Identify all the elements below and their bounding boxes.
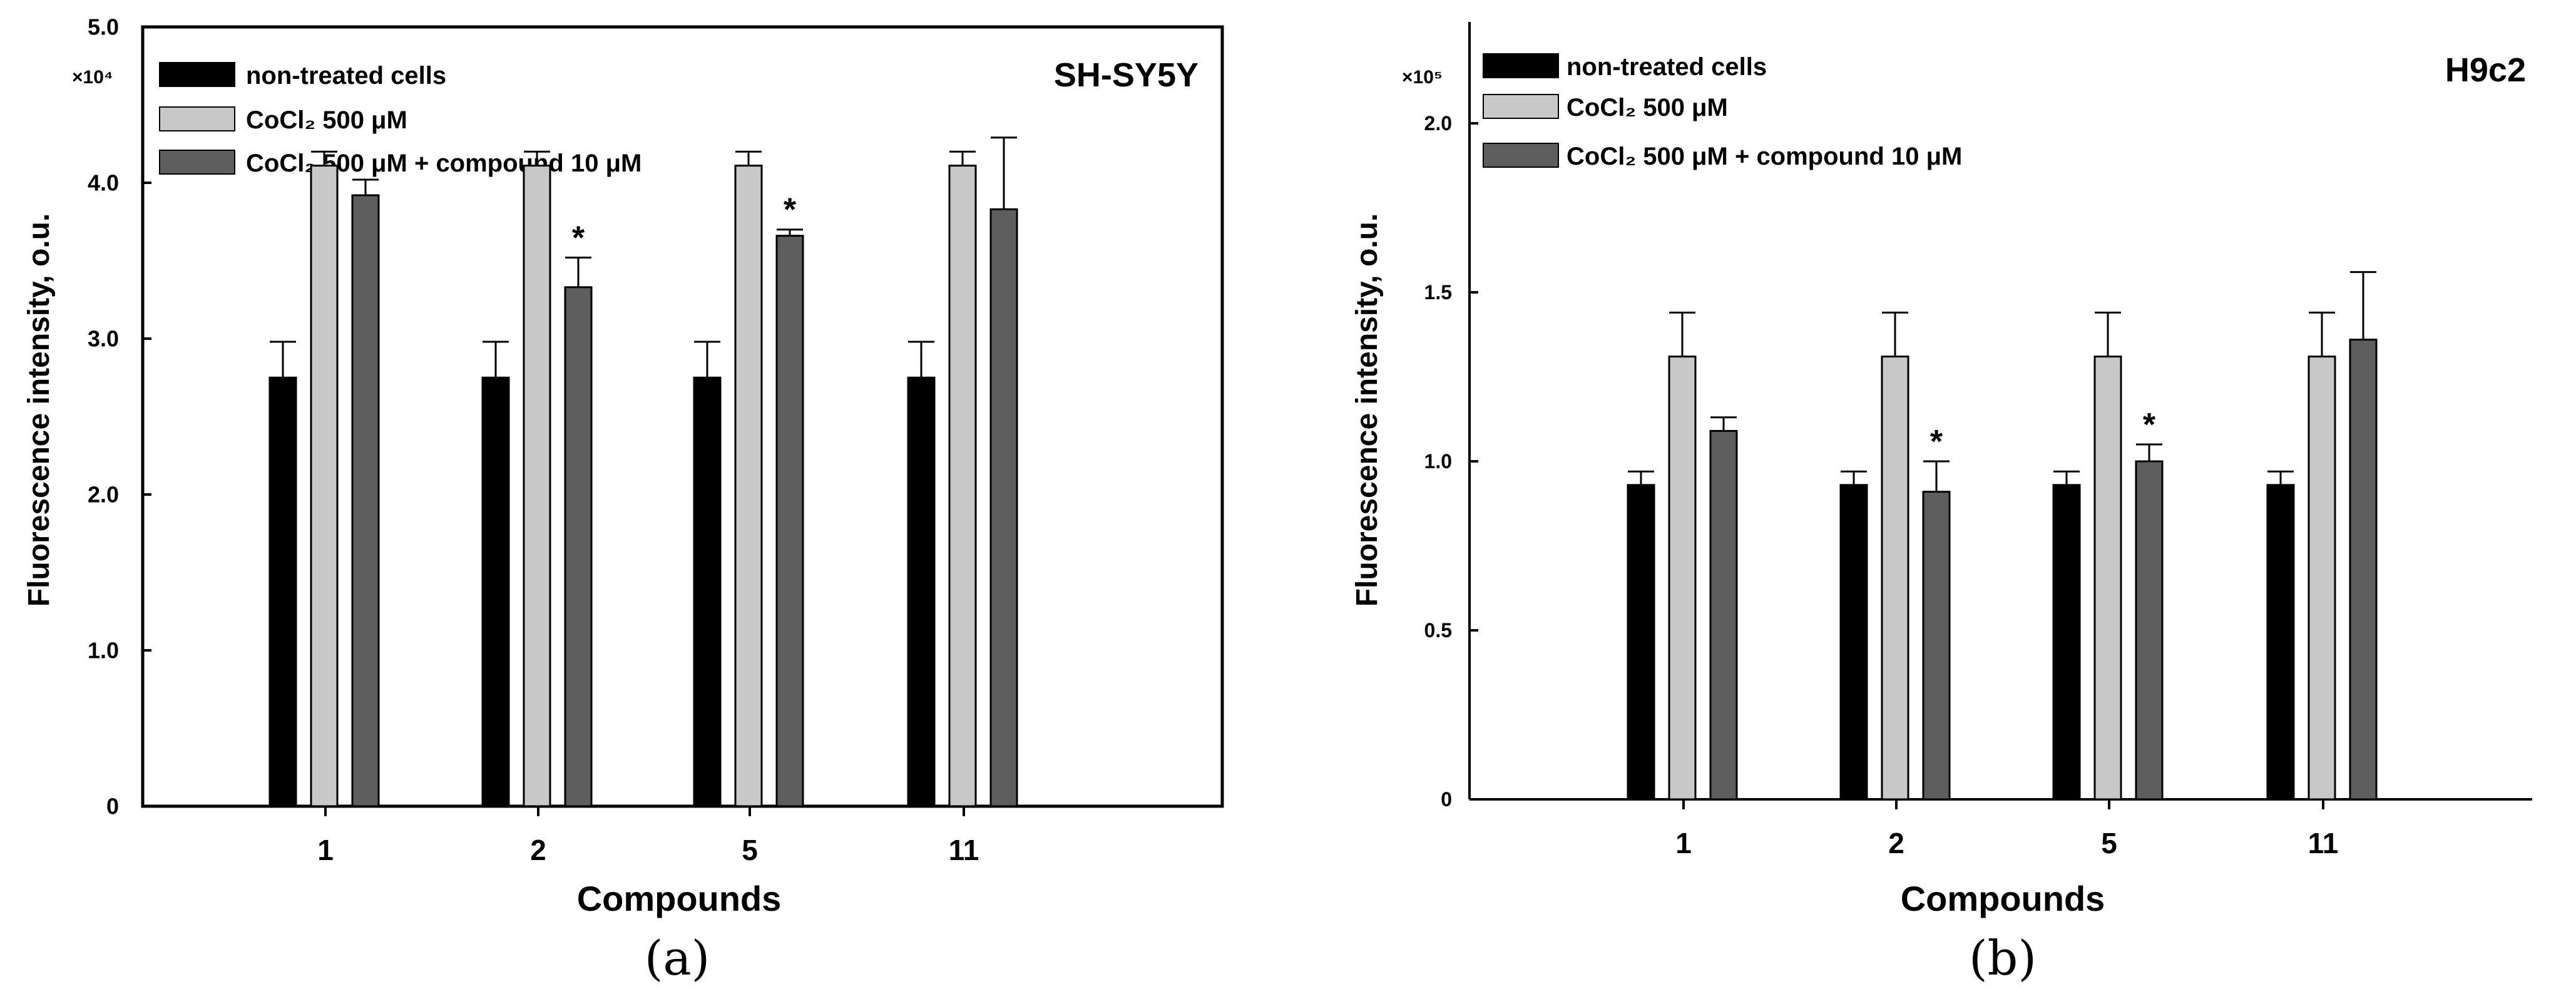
legend-item-cocl2: CoCl₂ 500 μM xyxy=(1483,94,1728,121)
legend: non-treated cells CoCl₂ 500 μM CoCl₂ 500… xyxy=(1483,53,1962,170)
plot-frame xyxy=(141,25,1224,808)
bar-untreated-11 xyxy=(907,376,936,807)
legend-item-compound: CoCl₂ 500 μM + compound 10 μM xyxy=(159,150,641,177)
legend: non-treated cells CoCl₂ 500 μM CoCl₂ 500… xyxy=(159,62,641,177)
x-axis-label: Compounds xyxy=(1901,879,2105,918)
x-tick-label: 1 xyxy=(1675,827,1692,859)
legend-label-compound: CoCl₂ 500 μM + compound 10 μM xyxy=(246,150,641,177)
legend-swatch-compound xyxy=(159,150,235,175)
bar-untreated-5 xyxy=(2052,484,2081,801)
y-axis-ticks: 0 1.0 2.0 3.0 4.0 5.0 xyxy=(88,14,151,819)
panel-a-chart: ×10⁴ SH-SY5Y Fluorescence intensity, o.u… xyxy=(23,14,1224,986)
significance-marker: * xyxy=(572,220,585,257)
legend-label-untreated: non-treated cells xyxy=(1567,53,1767,81)
legend-swatch-compound xyxy=(1483,143,1559,168)
y-multiplier: ×10⁵ xyxy=(1402,67,1443,88)
bar-compound-5 xyxy=(775,235,804,807)
bar-cocl2-1 xyxy=(1668,356,1697,801)
bar-cocl2-5 xyxy=(2093,356,2122,801)
y-tick-label: 0 xyxy=(1441,788,1452,811)
bar-compound-11 xyxy=(989,208,1018,807)
y-tick-label: 1.0 xyxy=(88,638,119,664)
x-tick-label: 5 xyxy=(742,834,758,866)
y-tick-label: 3.0 xyxy=(88,326,119,352)
y-tick-label: 1.5 xyxy=(1424,281,1452,304)
bar-marks: ** xyxy=(1627,271,2378,801)
significance-marker: * xyxy=(2143,407,2156,443)
bar-compound-11 xyxy=(2349,339,2378,801)
bar-marks: ** xyxy=(268,136,1018,807)
x-axis-label: Compounds xyxy=(577,879,782,918)
x-axis-ticks: 1 2 5 11 xyxy=(1675,799,2338,859)
bar-untreated-11 xyxy=(2266,484,2295,801)
significance-marker: * xyxy=(1930,424,1943,460)
chart-title: SH-SY5Y xyxy=(1054,56,1199,94)
legend-label-cocl2: CoCl₂ 500 μM xyxy=(1567,94,1728,121)
y-tick-label: 4.0 xyxy=(88,170,119,196)
y-tick-label: 1.0 xyxy=(1424,450,1452,473)
y-axis-label: Fluorescence intensity, o.u. xyxy=(1351,213,1384,607)
legend-label-compound: CoCl₂ 500 μM + compound 10 μM xyxy=(1567,143,1962,170)
bar-compound-2 xyxy=(1922,491,1951,801)
legend-label-cocl2: CoCl₂ 500 μM xyxy=(246,106,407,134)
legend-item-compound: CoCl₂ 500 μM + compound 10 μM xyxy=(1483,143,1962,170)
bar-cocl2-2 xyxy=(1881,356,1909,801)
panel-label: (a) xyxy=(645,930,710,986)
legend-label-untreated: non-treated cells xyxy=(246,62,446,90)
legend-swatch-cocl2 xyxy=(1483,94,1559,119)
legend-swatch-cocl2 xyxy=(159,106,235,131)
bar-compound-2 xyxy=(564,286,593,807)
bar-cocl2-5 xyxy=(734,165,763,807)
x-axis-ticks: 1 2 5 11 xyxy=(317,806,979,866)
legend-swatch-untreated xyxy=(159,62,235,87)
bar-untreated-1 xyxy=(1627,484,1655,801)
panel-label: (b) xyxy=(1969,930,2037,986)
bar-untreated-1 xyxy=(268,376,297,807)
bar-cocl2-2 xyxy=(523,165,551,807)
y-tick-label: 0 xyxy=(106,794,119,819)
x-tick-label: 2 xyxy=(1888,827,1904,859)
bar-cocl2-11 xyxy=(948,165,977,807)
legend-swatch-untreated xyxy=(1483,53,1559,78)
x-tick-label: 11 xyxy=(949,834,979,866)
y-axis-label: Fluorescence intensity, o.u. xyxy=(23,213,56,607)
y-axis-ticks: 0 0.5 1.0 1.5 2.0 xyxy=(1424,112,1478,811)
bar-untreated-2 xyxy=(1839,484,1868,801)
legend-item-untreated: non-treated cells xyxy=(1483,53,1767,81)
bar-untreated-2 xyxy=(481,376,510,807)
y-tick-label: 0.5 xyxy=(1424,619,1452,642)
legend-item-untreated: non-treated cells xyxy=(159,62,446,90)
legend-item-cocl2: CoCl₂ 500 μM xyxy=(159,106,407,134)
x-tick-label: 11 xyxy=(2308,827,2339,859)
bar-untreated-5 xyxy=(693,376,722,807)
y-multiplier: ×10⁴ xyxy=(72,67,113,88)
bar-cocl2-11 xyxy=(2308,356,2336,801)
significance-marker: * xyxy=(784,192,797,228)
panel-b-chart: ×10⁵ H9c2 Fluorescence intensity, o.u. C… xyxy=(1351,22,2532,986)
bar-compound-1 xyxy=(1709,429,1738,801)
bar-compound-5 xyxy=(2135,460,2164,801)
x-tick-label: 2 xyxy=(530,834,546,866)
x-tick-label: 5 xyxy=(2101,827,2117,859)
y-tick-label: 5.0 xyxy=(88,14,119,40)
y-tick-label: 2.0 xyxy=(88,482,119,508)
y-tick-label: 2.0 xyxy=(1424,112,1452,135)
bar-cocl2-1 xyxy=(310,165,339,807)
x-tick-label: 1 xyxy=(317,834,334,866)
chart-title: H9c2 xyxy=(2445,51,2526,89)
bar-compound-1 xyxy=(351,194,380,807)
